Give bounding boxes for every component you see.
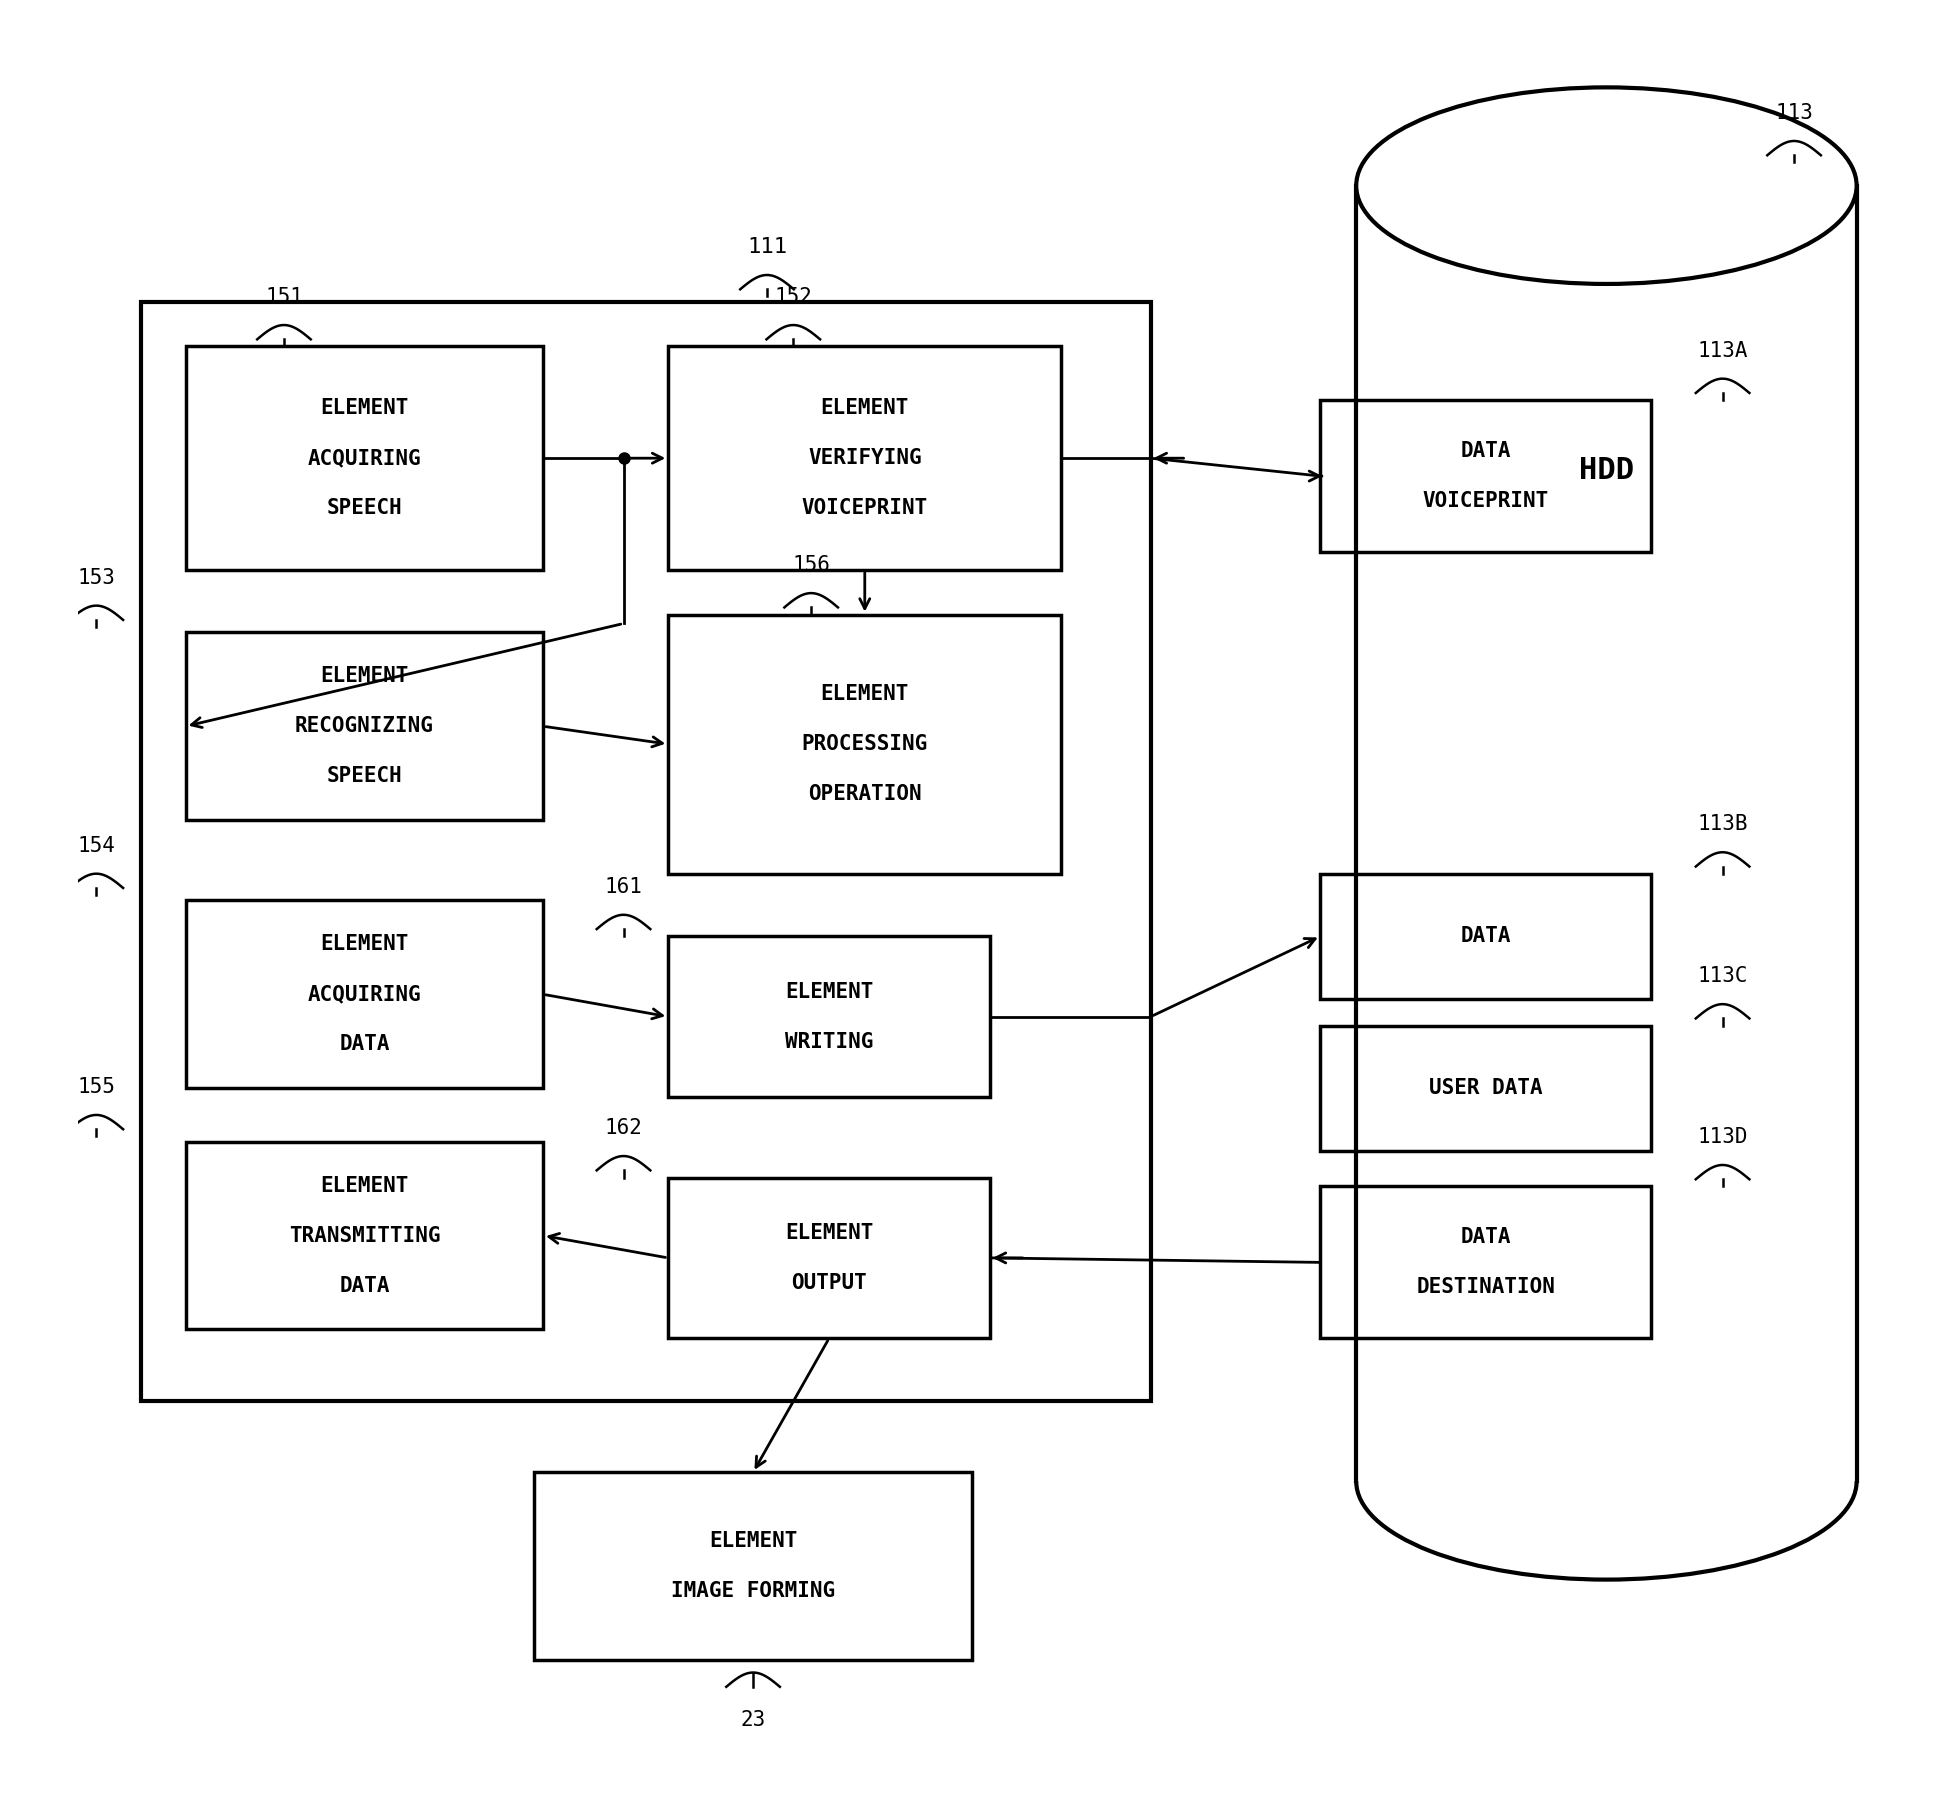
Text: SPEECH: SPEECH — [327, 765, 402, 787]
Text: SPEECH: SPEECH — [327, 499, 402, 519]
Text: 154: 154 — [78, 836, 115, 855]
Text: VOICEPRINT: VOICEPRINT — [801, 499, 927, 519]
Text: 23: 23 — [741, 1711, 766, 1731]
Bar — [1357, 186, 1857, 1480]
Text: IMAGE FORMING: IMAGE FORMING — [671, 1581, 836, 1601]
Text: 113: 113 — [1775, 103, 1814, 122]
Text: USER DATA: USER DATA — [1429, 1079, 1544, 1099]
Text: OUTPUT: OUTPUT — [791, 1273, 867, 1293]
Ellipse shape — [1357, 88, 1857, 285]
Bar — [187, 632, 542, 819]
Text: 113B: 113B — [1697, 814, 1748, 834]
Text: ELEMENT: ELEMENT — [785, 982, 873, 1001]
Text: 113C: 113C — [1697, 967, 1748, 987]
Text: DATA: DATA — [338, 1275, 389, 1295]
Text: PROCESSING: PROCESSING — [801, 735, 927, 755]
Text: 162: 162 — [605, 1118, 642, 1138]
Text: ACQUIRING: ACQUIRING — [307, 448, 422, 468]
Bar — [1320, 1187, 1650, 1338]
Bar — [669, 346, 1061, 569]
Text: ELEMENT: ELEMENT — [820, 684, 910, 704]
Bar — [187, 1142, 542, 1329]
Text: ELEMENT: ELEMENT — [321, 1176, 408, 1196]
Text: WRITING: WRITING — [785, 1032, 873, 1052]
Text: ELEMENT: ELEMENT — [820, 398, 910, 418]
Text: VERIFYING: VERIFYING — [809, 448, 921, 468]
Bar — [669, 1178, 989, 1338]
Text: 111: 111 — [746, 238, 787, 258]
Text: DATA: DATA — [1460, 441, 1510, 461]
Text: ELEMENT: ELEMENT — [321, 666, 408, 686]
Text: RECOGNIZING: RECOGNIZING — [295, 717, 434, 737]
Text: 151: 151 — [264, 286, 303, 308]
Bar — [669, 614, 1061, 873]
Text: 156: 156 — [793, 555, 830, 575]
Text: 161: 161 — [605, 877, 642, 897]
Text: DATA: DATA — [1460, 926, 1510, 946]
Text: 153: 153 — [78, 567, 115, 587]
Bar — [535, 1473, 972, 1661]
Bar — [187, 900, 542, 1088]
Text: HDD: HDD — [1579, 456, 1635, 484]
Text: ELEMENT: ELEMENT — [785, 1223, 873, 1243]
Text: ELEMENT: ELEMENT — [321, 398, 408, 418]
Text: 113A: 113A — [1697, 340, 1748, 360]
Text: TRANSMITTING: TRANSMITTING — [288, 1226, 439, 1246]
Text: ELEMENT: ELEMENT — [321, 935, 408, 955]
Bar — [142, 303, 1151, 1401]
Text: 113D: 113D — [1697, 1127, 1748, 1147]
Text: VOICEPRINT: VOICEPRINT — [1423, 492, 1549, 511]
Text: 152: 152 — [774, 286, 813, 308]
Text: DESTINATION: DESTINATION — [1417, 1277, 1555, 1297]
Text: DATA: DATA — [338, 1034, 389, 1054]
Text: OPERATION: OPERATION — [809, 783, 921, 805]
Text: ELEMENT: ELEMENT — [710, 1531, 797, 1551]
Bar — [187, 346, 542, 569]
Bar — [1320, 873, 1650, 1000]
Bar — [669, 937, 989, 1097]
Text: ACQUIRING: ACQUIRING — [307, 985, 422, 1005]
Bar — [1320, 400, 1650, 553]
Text: DATA: DATA — [1460, 1226, 1510, 1248]
Text: 155: 155 — [78, 1077, 115, 1097]
Bar — [1320, 1025, 1650, 1151]
